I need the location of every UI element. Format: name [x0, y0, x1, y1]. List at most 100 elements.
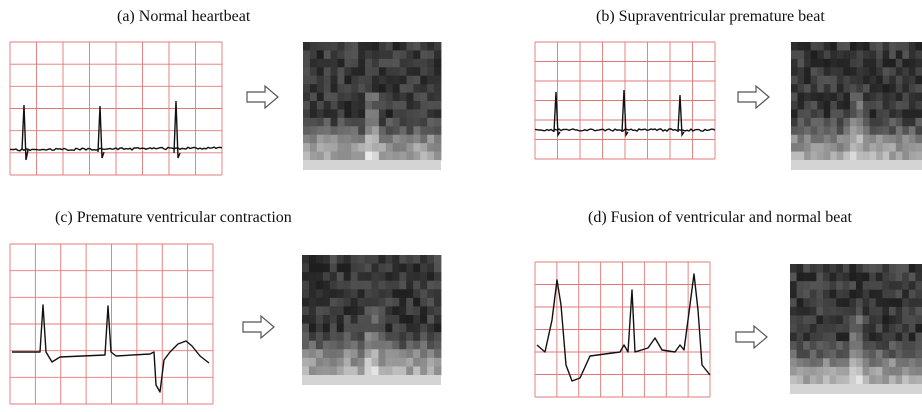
spectrogram-cell [908, 92, 916, 102]
spectrogram-cell [856, 75, 864, 85]
spectrogram-cell [385, 109, 394, 119]
spectrogram-cell [427, 143, 435, 152]
spectrogram-cell [915, 101, 922, 110]
spectrogram-cell [427, 332, 435, 342]
spectrogram-cell [863, 42, 870, 51]
panel-c-title: (c) Premature ventricular contraction [55, 209, 292, 226]
spectrogram-cell [895, 151, 903, 161]
spectrogram-cell [796, 341, 804, 351]
spectrogram-cell [856, 315, 863, 325]
spectrogram-cell [882, 324, 890, 333]
spectrogram-cell [392, 332, 400, 342]
spectrogram-cell [836, 101, 844, 110]
spectrogram-cell [889, 101, 897, 110]
spectrogram-cell [372, 58, 380, 68]
spectrogram-cell [908, 375, 916, 385]
spectrogram-cell [406, 84, 414, 93]
spectrogram-cell [357, 323, 365, 333]
spectrogram-cell [303, 42, 311, 51]
spectrogram-cell [420, 151, 428, 161]
spectrogram-cell [915, 366, 922, 376]
spectrogram-cell [810, 143, 818, 152]
spectrogram-cell [329, 366, 338, 376]
spectrogram-cell [882, 109, 890, 119]
spectrogram-cell [316, 143, 325, 152]
spectrogram-cell [337, 109, 345, 119]
spectrogram-cell [803, 332, 811, 342]
spectrogram-cell [862, 366, 870, 376]
spectrogram-cell [399, 75, 407, 85]
spectrogram-cell [895, 358, 903, 368]
spectrogram-cell [315, 323, 324, 333]
spectrogram-cell [869, 264, 877, 273]
spectrogram-cell [371, 263, 379, 273]
spectrogram-cell [385, 306, 393, 316]
panel-d-title: (d) Fusion of ventricular and normal bea… [588, 209, 852, 226]
spectrogram-cell [323, 84, 331, 93]
spectrogram-cell [882, 332, 890, 342]
spectrogram-cell [862, 341, 870, 351]
spectrogram-cell [329, 340, 338, 350]
spectrogram-cell [902, 126, 910, 136]
spectrogram-cell [875, 264, 883, 273]
spectrogram-cell [816, 264, 824, 273]
spectrogram-cell [836, 50, 844, 60]
spectrogram-cell [434, 50, 442, 60]
spectrogram-cell [908, 109, 916, 119]
spectrogram-cell [876, 67, 884, 77]
spectrogram-cell [336, 255, 345, 264]
spectrogram-cell [803, 315, 811, 325]
spectrogram-cell [336, 263, 345, 273]
spectrogram-cell [351, 92, 359, 102]
spectrogram-cell [427, 58, 435, 68]
spectrogram-cell [329, 357, 338, 367]
spectrogram-cell [337, 126, 345, 136]
spectrogram-cell [371, 255, 379, 264]
ecg-grid [9, 243, 214, 405]
spectrogram-cell [427, 84, 435, 93]
spectrogram-cell [790, 289, 797, 299]
spectrogram-cell [836, 75, 844, 85]
spectrogram-cell [308, 357, 317, 367]
spectrogram-cell [830, 101, 838, 110]
spectrogram-cell [323, 50, 331, 60]
spectrogram-cell [358, 50, 366, 60]
spectrogram-cell [309, 143, 318, 152]
spectrogram-cell [817, 42, 825, 51]
spectrogram-cell [371, 332, 379, 342]
spectrogram-cell [849, 272, 857, 282]
spectrogram-cell [322, 332, 331, 342]
spectrogram-cell [378, 84, 387, 93]
spectrogram-cell [427, 109, 435, 119]
spectrogram-cell [351, 117, 359, 127]
spectrogram-cell [889, 298, 896, 308]
spectrogram-cell [908, 264, 916, 273]
spectrogram-cell [889, 84, 897, 93]
spectrogram-cell [316, 101, 325, 110]
spectrogram-cell [869, 281, 877, 291]
spectrogram-cell [303, 134, 311, 144]
spectrogram-cell [392, 92, 400, 102]
spectrogram-cell [329, 289, 338, 299]
spectrogram-cell [336, 289, 345, 299]
spectrogram-cell [308, 315, 317, 324]
spectrogram-cell [836, 281, 844, 291]
spectrogram-cell [316, 151, 325, 161]
spectrogram-cell [842, 306, 850, 316]
spectrogram-cell [434, 263, 442, 273]
spectrogram-cell [882, 58, 890, 68]
spectrogram-cell [399, 126, 407, 136]
spectrogram-cell [302, 280, 310, 290]
spectrogram-cell [308, 323, 317, 333]
spectrogram-cell [344, 58, 352, 68]
spectrogram-cell [908, 366, 916, 376]
spectrogram-cell [371, 289, 379, 299]
spectrogram-cell [902, 101, 910, 110]
spectrogram-cell [309, 134, 318, 144]
spectrogram-cell [385, 315, 393, 324]
spectrogram-cell [350, 366, 358, 376]
spectrogram-cell [875, 281, 883, 291]
spectrogram-cell [876, 134, 884, 144]
spectrogram-cell [856, 101, 864, 110]
spectrogram-cell [809, 375, 817, 385]
